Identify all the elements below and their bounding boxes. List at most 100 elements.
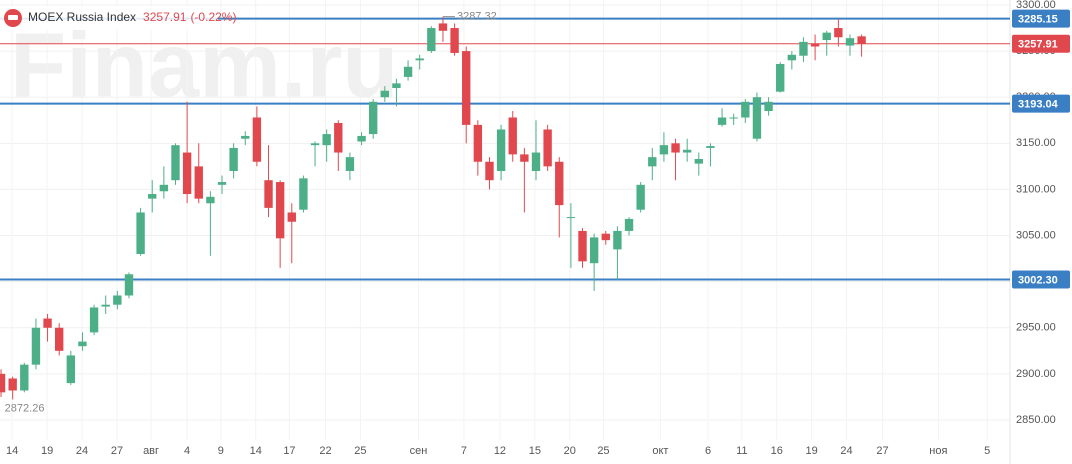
candle-body (310, 143, 320, 146)
y-tick-label: 2900.00 (1016, 368, 1056, 380)
candle-body (543, 129, 552, 167)
candle-body (729, 117, 738, 119)
candle-body (589, 237, 599, 264)
x-tick-label: 14 (250, 445, 262, 457)
x-tick-label: 20 (564, 445, 576, 457)
y-tick-label: 2950.00 (1016, 322, 1056, 334)
x-tick-label: 5 (984, 445, 990, 457)
candle-body (299, 178, 308, 210)
candle-body (357, 135, 366, 142)
candle-body (229, 147, 238, 171)
candle-body (89, 307, 99, 333)
x-tick-label: 19 (805, 445, 817, 457)
candle-body (741, 101, 750, 118)
candle-body (764, 101, 773, 112)
level-label-box (1012, 9, 1070, 28)
candle-body (706, 146, 715, 148)
y-tick-label: 3300.00 (1016, 0, 1056, 11)
y-tick-label: 3100.00 (1016, 183, 1056, 195)
candle-body (810, 43, 820, 47)
level-label-box (1012, 270, 1070, 289)
candle-body (496, 129, 506, 171)
candle-body (287, 212, 296, 222)
header-title: MOEX Russia Index 3257.91 (-0.22%) (28, 10, 236, 24)
candle-body (20, 364, 29, 391)
candle-body (8, 378, 17, 391)
candle-body (55, 327, 64, 351)
candle-body (659, 145, 669, 155)
candle-body (624, 218, 634, 231)
annotation: 3287.32 (457, 11, 497, 23)
candle-body (136, 212, 145, 254)
candle-body (334, 123, 343, 153)
x-tick-label: авг (143, 445, 159, 457)
candle-body (438, 23, 448, 31)
candle-body (520, 154, 529, 162)
candle-body (78, 341, 87, 347)
watermark: Finam.ru (10, 14, 398, 116)
candle-body (671, 143, 680, 153)
candle-body (717, 117, 727, 125)
candle-body (148, 194, 157, 199)
x-tick-label: 17 (283, 445, 295, 457)
logo-mark (8, 15, 18, 20)
candle-body (799, 41, 808, 56)
x-tick-label: 25 (597, 445, 609, 457)
candle-body (566, 217, 576, 219)
candle-body (182, 152, 192, 195)
candle-body (822, 32, 831, 41)
candle-body (124, 274, 134, 296)
candle-body (462, 51, 471, 125)
candle-body (555, 161, 564, 206)
candle-body (380, 90, 389, 98)
x-tick-label: 24 (840, 445, 852, 457)
y-tick-label: 2850.00 (1016, 414, 1056, 426)
x-tick-label: 15 (529, 445, 541, 457)
candle-body (694, 158, 703, 164)
price: 3257.91 (143, 10, 187, 24)
x-tick-label: 12 (494, 445, 506, 457)
candle-body (43, 318, 52, 328)
x-tick-label: 24 (76, 445, 88, 457)
level-label: 3193.04 (1018, 99, 1059, 111)
candle-body (834, 28, 843, 38)
candle-body (450, 28, 459, 53)
candle-body (578, 230, 587, 262)
candle-body (857, 36, 866, 44)
x-tick-label: 6 (705, 445, 711, 457)
x-tick-label: сен (410, 445, 428, 457)
candle-body (101, 304, 110, 307)
candle-body (241, 135, 250, 139)
candle-body (473, 124, 483, 162)
candle-body (415, 58, 424, 61)
level-label: 3002.30 (1018, 274, 1058, 286)
candle-body (787, 54, 797, 61)
candle-body (275, 182, 285, 239)
candle-body (194, 166, 203, 199)
x-tick-label: 11 (736, 445, 747, 457)
x-tick-label: 7 (461, 445, 467, 457)
x-tick-label: 22 (319, 445, 331, 457)
candle-body (636, 184, 645, 210)
candle-body (776, 64, 785, 92)
candle-body (392, 83, 401, 88)
candle-body (508, 117, 517, 155)
candle-body (368, 101, 378, 135)
candle-body (252, 117, 262, 162)
candle-body (403, 66, 413, 77)
x-tick-label: 27 (876, 445, 888, 457)
x-tick-label: 27 (111, 445, 123, 457)
header-bg (0, 6, 218, 30)
x-tick-label: 25 (354, 445, 366, 457)
level-label-box (1012, 34, 1070, 53)
level-label-box (1012, 94, 1070, 113)
x-tick-label: окт (652, 445, 668, 457)
candle-body (322, 134, 331, 146)
x-tick-label: 19 (41, 445, 53, 457)
level-label: 3285.15 (1018, 14, 1058, 26)
candle-body (217, 182, 227, 185)
candle-body (427, 28, 436, 52)
candle-body (531, 152, 541, 171)
x-tick-label: 4 (184, 445, 190, 457)
